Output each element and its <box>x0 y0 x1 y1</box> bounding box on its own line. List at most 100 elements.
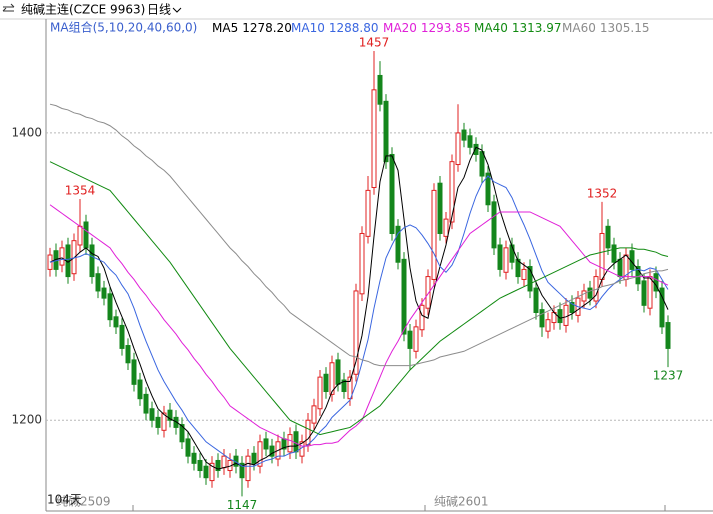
candle-body <box>539 309 545 328</box>
candle-body <box>77 225 83 246</box>
candle-body <box>449 161 455 223</box>
header-bar <box>0 0 713 19</box>
candle-body <box>221 455 227 469</box>
ma-line <box>49 204 669 447</box>
contract-label: 纯碱2601 <box>434 495 489 509</box>
candle-body <box>467 135 473 148</box>
period-count: 104天 <box>47 493 82 507</box>
candle-body <box>455 132 461 166</box>
candle-body <box>185 438 191 457</box>
candle-body <box>59 247 65 266</box>
legend-value: 1305.15 <box>600 21 650 35</box>
instrument-title: 纯碱主连(CZCE 9963) <box>21 2 145 17</box>
price-annotation: 1352 <box>587 186 618 200</box>
y-tick-label: 1200 <box>11 413 42 427</box>
candle-body <box>395 225 401 263</box>
candle-body <box>383 100 389 163</box>
candle-body <box>107 293 113 321</box>
candle-body <box>413 326 419 352</box>
legend-entry: MA60 1305.15 <box>562 21 649 35</box>
ma-group[interactable]: MA组合(5,10,20,40,60,0) <box>50 20 197 35</box>
candle-body <box>401 258 407 335</box>
candle-body <box>599 232 605 280</box>
candle-body <box>479 151 485 177</box>
candle-body <box>659 287 665 328</box>
legend-name: MA40 <box>474 21 508 35</box>
candle-body <box>83 221 89 249</box>
candle-body <box>287 434 293 453</box>
candle-body <box>191 452 197 464</box>
candle-body <box>215 459 221 472</box>
candle-body <box>95 273 101 292</box>
candle-body <box>617 258 623 278</box>
candle-body <box>563 304 569 326</box>
candle-body <box>377 74 383 105</box>
candle-body <box>131 359 137 385</box>
candle-body <box>515 258 521 278</box>
candle-body <box>587 287 593 299</box>
legend-entry: MA40 1313.97 <box>474 21 561 35</box>
candle-body <box>437 182 443 234</box>
price-annotation: 1237 <box>653 369 684 383</box>
switch-icon[interactable] <box>2 3 15 12</box>
candle-body <box>269 445 275 457</box>
candle-body <box>263 438 269 450</box>
candle-body <box>647 276 653 309</box>
candle-body <box>335 359 341 385</box>
ma-line <box>49 103 669 367</box>
price-annotation: 1354 <box>65 184 96 198</box>
price-annotation: 1147 <box>227 498 258 512</box>
y-tick-label: 1400 <box>11 125 42 139</box>
candle-body <box>371 89 377 189</box>
candle-body <box>665 322 671 349</box>
candle-body <box>137 379 143 400</box>
candle-body <box>353 290 359 375</box>
candle-body <box>113 316 119 328</box>
ma-line <box>49 146 669 470</box>
candle-body <box>323 373 329 393</box>
candle-body <box>419 304 425 331</box>
legend-value: 1313.97 <box>512 21 562 35</box>
candle-body <box>491 201 497 249</box>
legend-entry: MA5 1278.20 <box>212 21 292 35</box>
candle-body <box>203 465 209 479</box>
candle-body <box>155 416 161 428</box>
candle-body <box>407 330 413 349</box>
candle-body <box>197 459 203 472</box>
period-dropdown-arrow[interactable] <box>172 7 182 13</box>
candle-body <box>605 225 611 249</box>
price-annotation: 1457 <box>359 36 390 50</box>
candle-body <box>611 244 617 263</box>
candle-body <box>293 431 299 453</box>
candle-body <box>89 244 95 278</box>
candle-body <box>443 218 449 237</box>
candle-body <box>425 276 431 309</box>
switch-arrows <box>2 3 15 12</box>
candle-body <box>389 153 395 234</box>
ma-line <box>49 161 669 436</box>
legend-entry: MA10 1288.80 <box>291 21 378 35</box>
candle-body <box>161 412 167 431</box>
candle-body <box>521 268 527 280</box>
candle-body <box>341 379 347 393</box>
candle-body <box>125 345 131 364</box>
candle-body <box>245 455 251 482</box>
candle-body <box>239 462 245 479</box>
candle-body <box>149 408 155 421</box>
candle-body <box>167 409 173 421</box>
candle-body <box>503 247 509 273</box>
candle-body <box>365 189 371 237</box>
candle-body <box>143 393 149 414</box>
legend-entry: MA20 1293.85 <box>383 21 470 35</box>
candle-body <box>497 244 503 270</box>
candle-body <box>257 441 263 467</box>
candle-body <box>209 462 215 482</box>
candle-body <box>641 280 647 306</box>
candle-body <box>527 266 533 292</box>
candle-body <box>173 416 179 428</box>
period-selector[interactable]: 日线 <box>147 3 171 17</box>
candle-body <box>461 129 467 141</box>
candle-body <box>251 452 257 464</box>
candle-body <box>305 419 311 446</box>
